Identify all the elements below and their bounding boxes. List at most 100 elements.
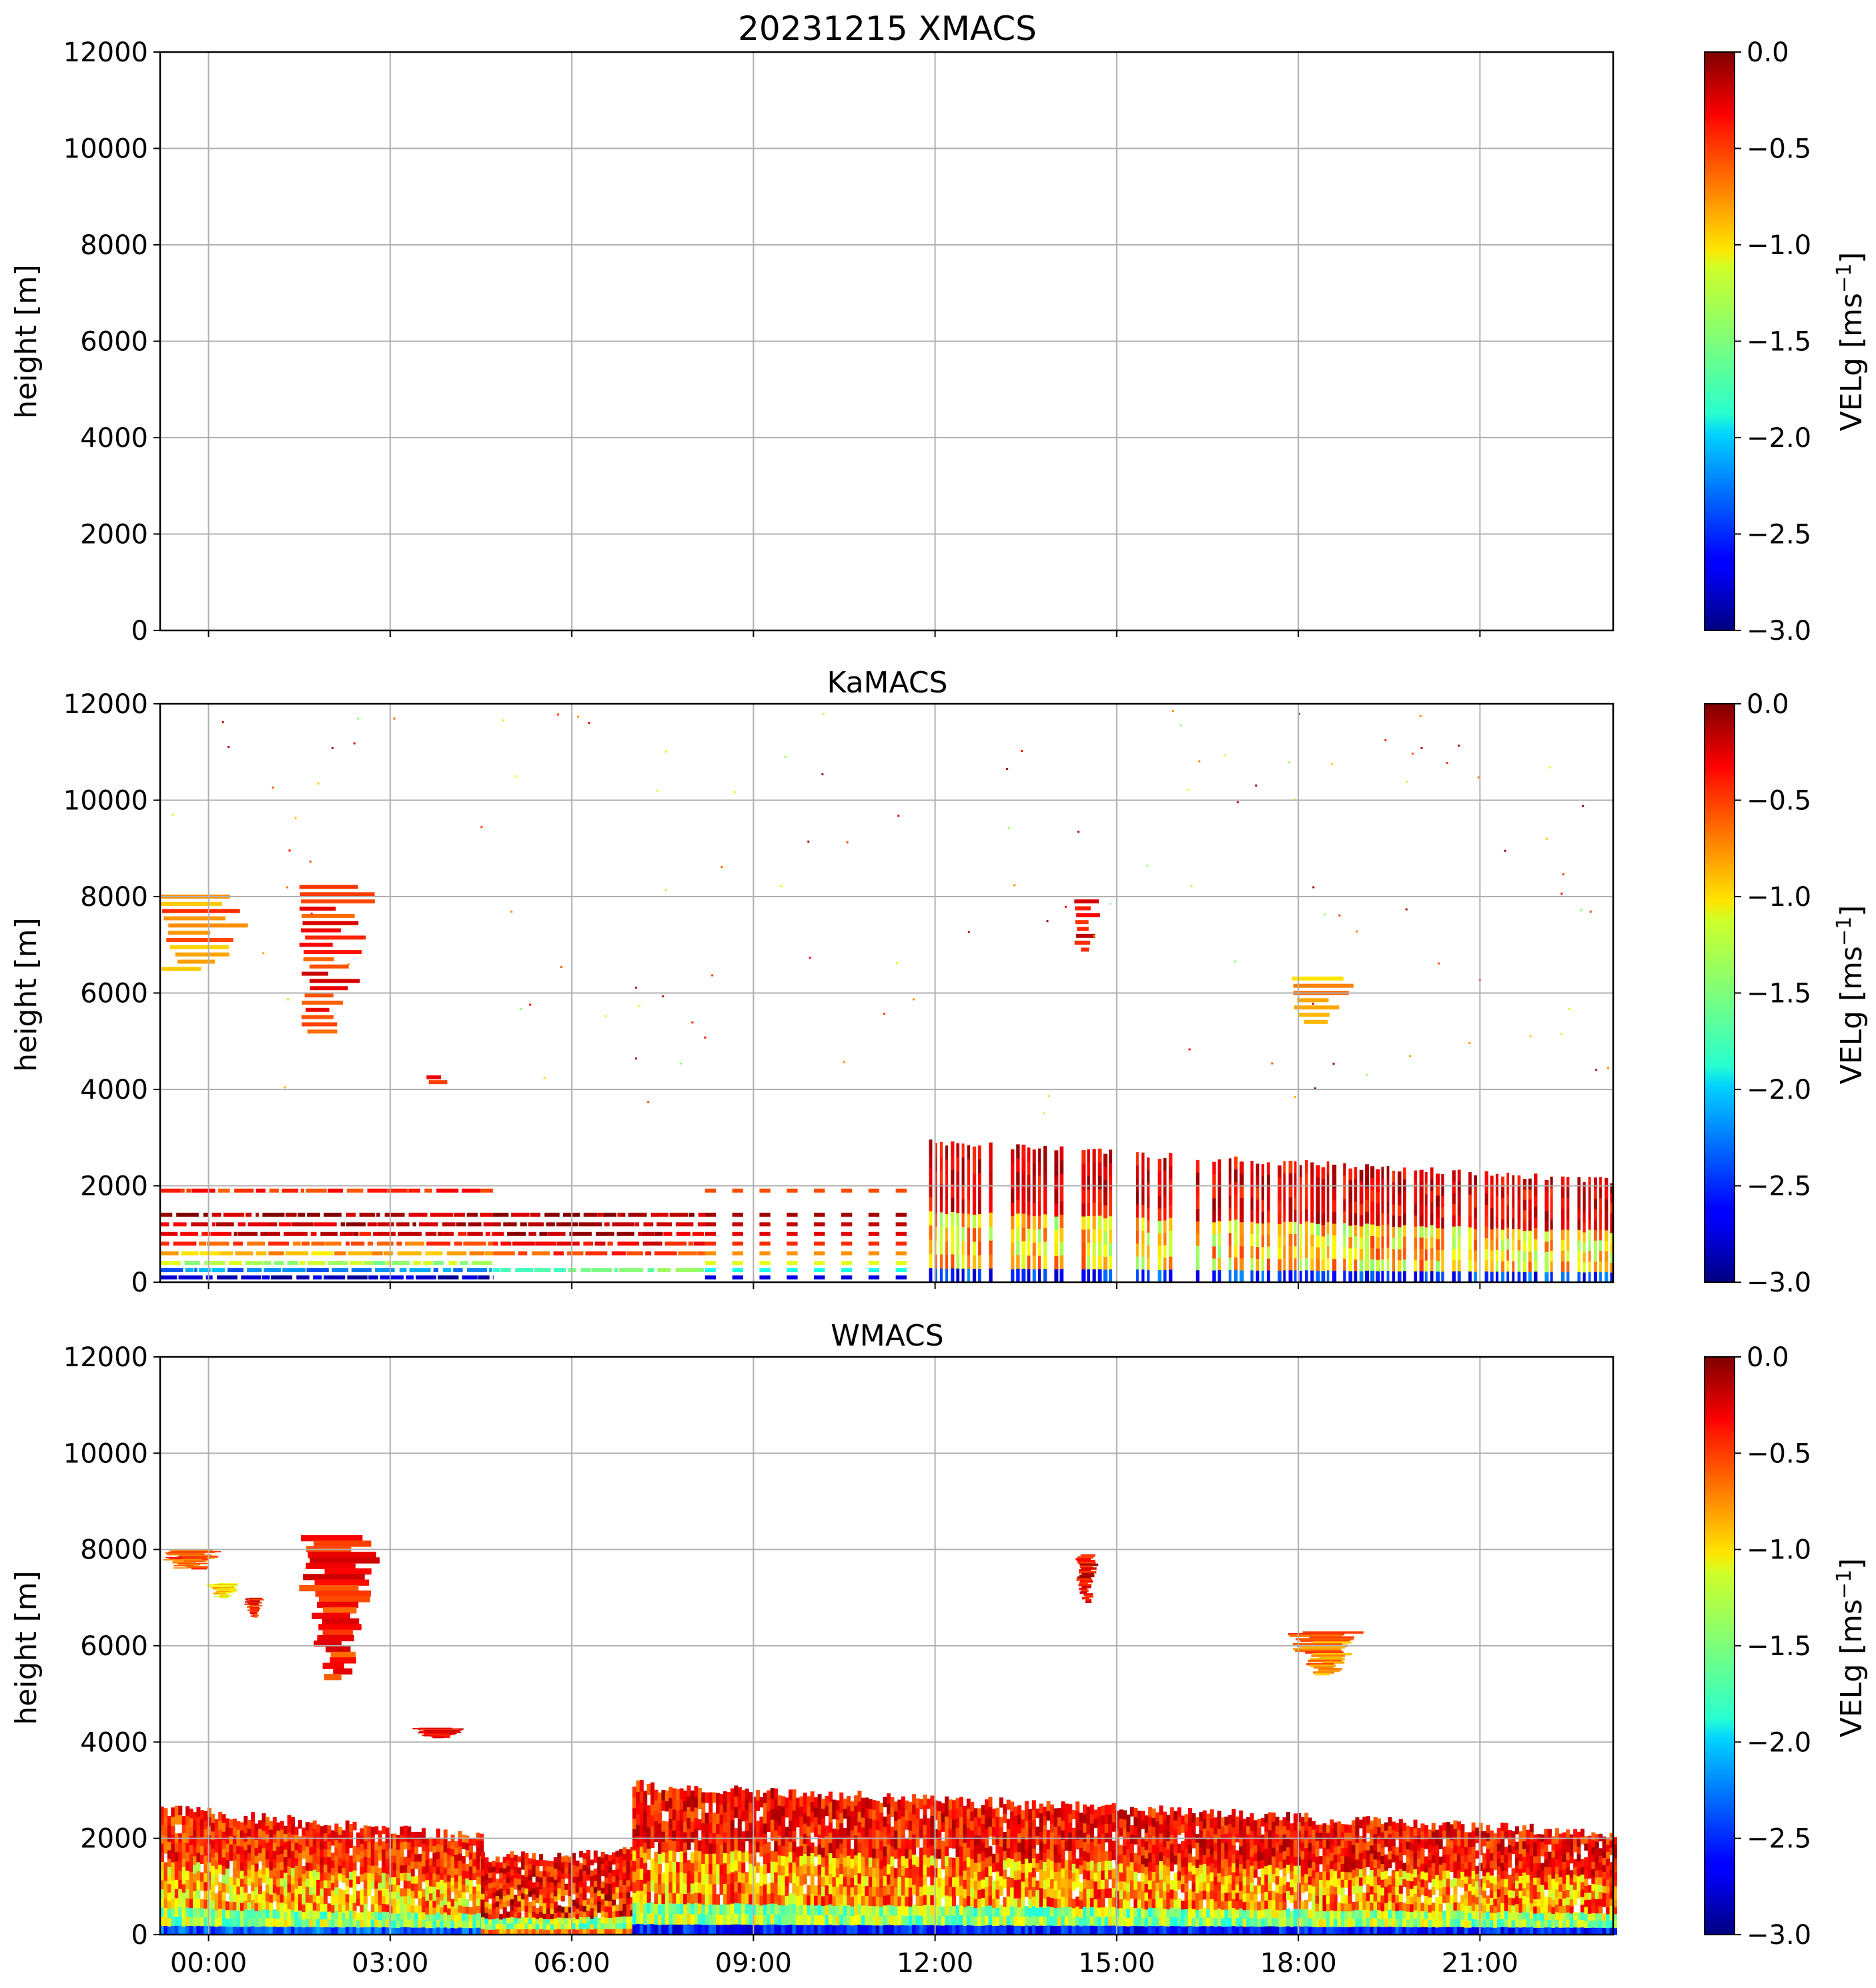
bl-cell bbox=[995, 1835, 1000, 1845]
bl-cell bbox=[781, 1865, 786, 1876]
column-cell bbox=[1381, 1248, 1384, 1260]
bl-cell bbox=[360, 1927, 364, 1935]
bl-cell bbox=[495, 1929, 500, 1935]
bl-cell bbox=[513, 1917, 518, 1924]
bl-cell bbox=[524, 1893, 529, 1901]
column-cell bbox=[1163, 1195, 1167, 1208]
bl-cell bbox=[422, 1866, 426, 1875]
bl-cell bbox=[535, 1876, 540, 1882]
bl-cell bbox=[716, 1924, 721, 1935]
column-cell bbox=[1321, 1270, 1326, 1283]
bl-cell bbox=[593, 1874, 598, 1881]
bl-cell bbox=[495, 1895, 500, 1902]
column-cell bbox=[1441, 1195, 1444, 1207]
bl-cell bbox=[734, 1871, 739, 1882]
bl-cell bbox=[440, 1921, 444, 1929]
bl-cell bbox=[817, 1884, 822, 1895]
bl-cell bbox=[272, 1917, 277, 1927]
bl-cell bbox=[1071, 1845, 1076, 1855]
colorbar-tick-label: −2.5 bbox=[1747, 1171, 1811, 1202]
bl-cell bbox=[572, 1859, 576, 1865]
bl-cell bbox=[506, 1883, 511, 1889]
column-cell bbox=[1212, 1209, 1216, 1223]
layer-segment bbox=[160, 1275, 177, 1280]
bl-cell bbox=[258, 1918, 263, 1927]
bl-cell bbox=[465, 1913, 470, 1921]
column-cell bbox=[1430, 1167, 1434, 1179]
bl-cell bbox=[1017, 1925, 1022, 1935]
column-cell bbox=[1566, 1229, 1570, 1241]
column-cell bbox=[1212, 1258, 1216, 1271]
bl-cell bbox=[1075, 1906, 1080, 1917]
column-cell bbox=[1577, 1177, 1581, 1188]
bl-cell bbox=[492, 1877, 496, 1883]
column-cell bbox=[1386, 1270, 1390, 1283]
bl-cell bbox=[225, 1926, 230, 1935]
streak bbox=[309, 964, 349, 969]
bl-cell bbox=[608, 1895, 612, 1901]
column-cell bbox=[1103, 1205, 1107, 1219]
bl-cell bbox=[868, 1925, 873, 1935]
bl-cell bbox=[893, 1811, 898, 1821]
bl-cell bbox=[615, 1863, 620, 1869]
bl-cell bbox=[510, 1893, 514, 1900]
column-cell bbox=[1577, 1187, 1581, 1199]
noise-point bbox=[1294, 1095, 1296, 1098]
column-cell bbox=[1147, 1195, 1150, 1208]
bl-cell bbox=[941, 1906, 945, 1917]
bl-cell bbox=[694, 1828, 698, 1840]
bl-cell bbox=[835, 1800, 840, 1811]
bl-cell bbox=[1050, 1888, 1055, 1898]
bl-cell bbox=[650, 1880, 655, 1892]
bl-cell bbox=[349, 1919, 354, 1927]
bl-cell bbox=[701, 1893, 706, 1905]
bl-cell bbox=[883, 1865, 887, 1877]
bl-cell bbox=[557, 1882, 562, 1889]
bl-cell bbox=[901, 1885, 905, 1896]
bl-cell bbox=[1017, 1805, 1022, 1815]
bl-cell bbox=[883, 1856, 887, 1867]
bl-cell bbox=[568, 1912, 572, 1919]
column-cell bbox=[1364, 1246, 1370, 1260]
bl-cell bbox=[578, 1869, 584, 1876]
bl-cell bbox=[1035, 1827, 1040, 1837]
column-cell bbox=[1484, 1204, 1488, 1216]
column-cell bbox=[1168, 1204, 1173, 1218]
streak bbox=[1075, 920, 1089, 925]
bl-cell bbox=[502, 1879, 507, 1885]
column-cell bbox=[1228, 1195, 1232, 1209]
bl-cell bbox=[418, 1839, 422, 1847]
bl-cell bbox=[850, 1849, 855, 1859]
bl-cell bbox=[745, 1913, 749, 1925]
layer-segment bbox=[484, 1251, 494, 1256]
bl-cell bbox=[1013, 1843, 1018, 1853]
bl-cell bbox=[163, 1880, 168, 1890]
bl-cell bbox=[171, 1807, 175, 1817]
bl-cell bbox=[171, 1916, 175, 1926]
column-cell bbox=[1577, 1197, 1581, 1209]
column-cell bbox=[1343, 1187, 1346, 1199]
layer-segment bbox=[617, 1241, 640, 1246]
bl-cell bbox=[825, 1796, 829, 1807]
column-cell bbox=[1381, 1166, 1384, 1179]
bl-cell bbox=[654, 1851, 658, 1863]
bl-cell bbox=[905, 1810, 909, 1821]
noise-point bbox=[647, 1101, 650, 1103]
bl-cell bbox=[214, 1844, 219, 1853]
bl-cell bbox=[774, 1861, 779, 1873]
bl-cell bbox=[535, 1908, 540, 1914]
bl-cell bbox=[392, 1869, 397, 1878]
bl-cell bbox=[701, 1812, 706, 1823]
bl-cell bbox=[400, 1927, 404, 1935]
bl-cell bbox=[167, 1875, 171, 1885]
bl-cell bbox=[294, 1865, 299, 1874]
bl-cell bbox=[1031, 1905, 1036, 1916]
layer-segment bbox=[546, 1222, 555, 1227]
column-cell bbox=[1452, 1260, 1456, 1272]
bl-cell bbox=[291, 1884, 296, 1893]
bl-cell bbox=[499, 1893, 504, 1899]
bl-cell bbox=[785, 1846, 789, 1857]
layer-segment bbox=[493, 1212, 509, 1217]
bl-cell bbox=[788, 1841, 793, 1853]
bl-cell bbox=[1003, 1879, 1007, 1889]
